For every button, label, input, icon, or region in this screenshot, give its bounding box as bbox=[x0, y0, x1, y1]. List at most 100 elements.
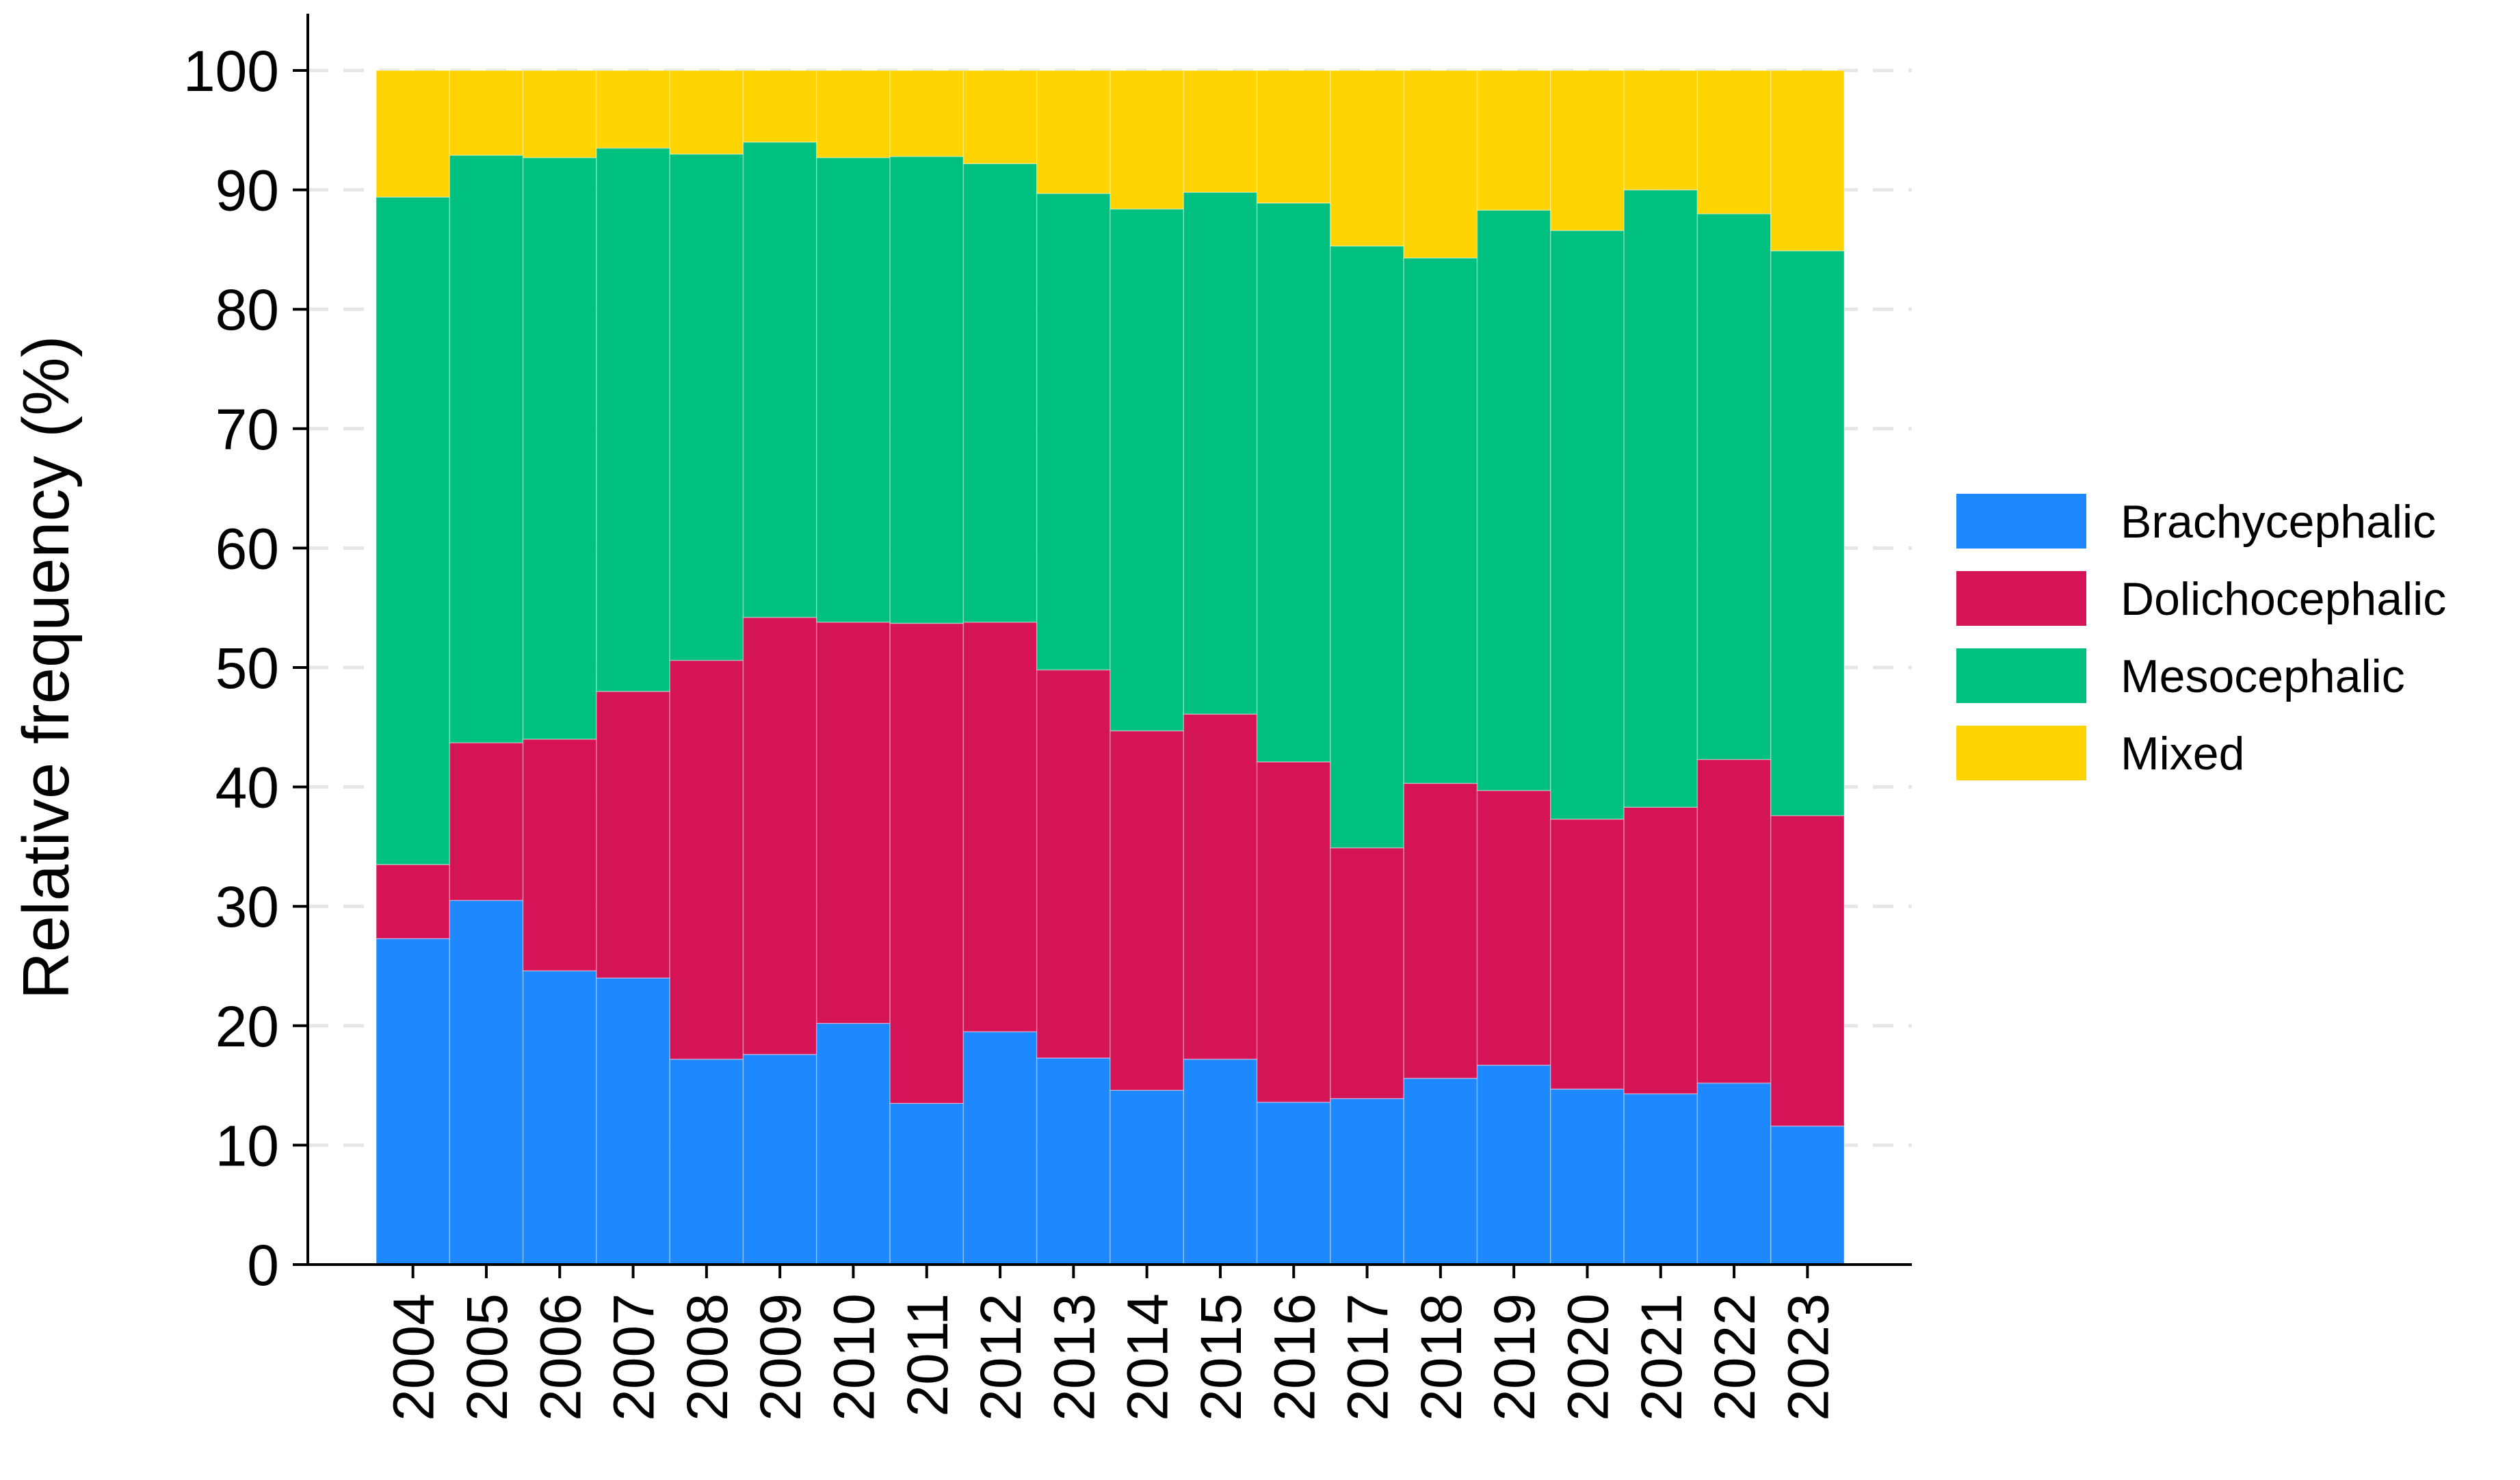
x-tick-label: 2021 bbox=[1629, 1293, 1694, 1421]
bar-segment-mixed-2009 bbox=[742, 70, 817, 143]
bar-segment-mesocephalic-2018 bbox=[1403, 257, 1478, 784]
bar-segment-brachycephalic-2014 bbox=[1110, 1089, 1185, 1265]
bar-segment-mixed-2016 bbox=[1256, 70, 1331, 204]
legend: Brachycephalic Dolichocephalic Mesocephali… bbox=[1956, 494, 2446, 780]
y-tick-label: 80 bbox=[215, 278, 279, 342]
bars bbox=[376, 70, 1845, 1265]
bar-segment-mixed-2008 bbox=[669, 70, 744, 155]
legend-label-brachycephalic: Brachycephalic bbox=[2121, 496, 2436, 548]
y-tick-label: 40 bbox=[215, 756, 279, 820]
bar-segment-mesocephalic-2012 bbox=[962, 163, 1038, 623]
bar-segment-brachycephalic-2016 bbox=[1256, 1101, 1331, 1265]
bar-segment-mixed-2014 bbox=[1110, 70, 1185, 210]
legend-swatch-dolichocephalic bbox=[1956, 571, 2086, 626]
bar-segment-brachycephalic-2010 bbox=[816, 1022, 891, 1265]
bar-segment-mixed-2020 bbox=[1550, 70, 1625, 231]
y-tick-label: 100 bbox=[183, 39, 279, 103]
bar-segment-dolichocephalic-2010 bbox=[816, 621, 891, 1025]
y-tick-label: 90 bbox=[215, 159, 279, 223]
x-tick-label: 2022 bbox=[1703, 1293, 1767, 1421]
axes bbox=[306, 14, 1912, 1266]
bar-segment-mixed-2015 bbox=[1183, 70, 1258, 193]
x-tick-label: 2016 bbox=[1262, 1293, 1326, 1421]
x-tick-label: 2020 bbox=[1556, 1293, 1620, 1421]
x-tick-label: 2012 bbox=[969, 1293, 1033, 1421]
bar-segment-mesocephalic-2015 bbox=[1183, 191, 1258, 715]
bar-segment-brachycephalic-2013 bbox=[1036, 1057, 1111, 1265]
bar-segment-mixed-2019 bbox=[1476, 70, 1551, 211]
bar-segment-mesocephalic-2020 bbox=[1550, 230, 1625, 820]
bar-segment-dolichocephalic-2009 bbox=[742, 616, 817, 1055]
bar-segment-mesocephalic-2019 bbox=[1476, 209, 1551, 791]
bar-segment-mixed-2012 bbox=[962, 70, 1038, 164]
legend-swatch-brachycephalic bbox=[1956, 494, 2086, 549]
bar-segment-dolichocephalic-2021 bbox=[1623, 806, 1698, 1095]
y-axis-title: Relative frequency (%) bbox=[10, 335, 83, 999]
x-tick-label: 2017 bbox=[1336, 1293, 1400, 1421]
bar-segment-mixed-2005 bbox=[449, 70, 524, 156]
bar-segment-brachycephalic-2005 bbox=[449, 899, 524, 1265]
bar-segment-brachycephalic-2015 bbox=[1183, 1058, 1258, 1265]
bar-segment-brachycephalic-2022 bbox=[1696, 1082, 1772, 1265]
legend-label-dolichocephalic: Dolichocephalic bbox=[2121, 573, 2446, 625]
bar-segment-brachycephalic-2019 bbox=[1476, 1064, 1551, 1265]
x-tick-label: 2015 bbox=[1189, 1293, 1253, 1421]
x-ticks: 2004 2005 2006 2007 2008 2009 2010 2011 2012 2013… bbox=[382, 1265, 1840, 1421]
bar-segment-dolichocephalic-2019 bbox=[1476, 790, 1551, 1066]
bar-segment-mesocephalic-2011 bbox=[889, 155, 964, 624]
bar-segment-mixed-2017 bbox=[1330, 70, 1404, 247]
bar-segment-mixed-2023 bbox=[1770, 70, 1845, 252]
bar-segment-mesocephalic-2010 bbox=[816, 157, 891, 623]
bar-segment-mesocephalic-2017 bbox=[1330, 245, 1404, 849]
x-tick-label: 2010 bbox=[822, 1293, 886, 1421]
y-tick-label: 10 bbox=[215, 1113, 279, 1178]
bar-segment-mixed-2018 bbox=[1403, 70, 1478, 259]
bar-segment-brachycephalic-2007 bbox=[596, 977, 670, 1265]
bar-segment-mixed-2022 bbox=[1696, 70, 1772, 215]
x-tick-label: 2007 bbox=[602, 1293, 666, 1421]
bar-segment-dolichocephalic-2016 bbox=[1256, 761, 1331, 1103]
bar-segment-brachycephalic-2018 bbox=[1403, 1077, 1478, 1265]
bar-segment-mesocephalic-2022 bbox=[1696, 213, 1772, 761]
x-tick-label: 2019 bbox=[1482, 1293, 1547, 1421]
y-tick-label: 50 bbox=[215, 636, 279, 700]
bar-segment-mixed-2004 bbox=[376, 70, 451, 198]
bar-segment-dolichocephalic-2023 bbox=[1770, 815, 1845, 1127]
bar-segment-dolichocephalic-2008 bbox=[669, 659, 744, 1060]
bar-segment-mixed-2021 bbox=[1623, 70, 1698, 191]
bar-segment-mesocephalic-2008 bbox=[669, 153, 744, 661]
legend-label-mixed: Mixed bbox=[2121, 728, 2244, 780]
bar-segment-brachycephalic-2008 bbox=[669, 1058, 744, 1265]
legend-swatch-mesocephalic bbox=[1956, 648, 2086, 703]
bar-segment-mesocephalic-2009 bbox=[742, 142, 817, 618]
y-ticks: 0 10 20 30 40 50 60 70 80 90 100 bbox=[183, 39, 308, 1297]
y-tick-label: 0 bbox=[247, 1233, 279, 1297]
x-tick-label: 2014 bbox=[1116, 1293, 1180, 1421]
bar-segment-dolichocephalic-2011 bbox=[889, 622, 964, 1105]
y-tick-label: 70 bbox=[215, 397, 279, 462]
bar-segment-brachycephalic-2011 bbox=[889, 1102, 964, 1265]
x-tick-label: 2013 bbox=[1042, 1293, 1106, 1421]
bar-segment-dolichocephalic-2015 bbox=[1183, 713, 1258, 1060]
x-tick-label: 2004 bbox=[382, 1293, 446, 1421]
bar-segment-dolichocephalic-2020 bbox=[1550, 818, 1625, 1090]
bar-segment-mixed-2013 bbox=[1036, 70, 1111, 194]
legend-swatch-mixed bbox=[1956, 726, 2086, 780]
bar-segment-brachycephalic-2004 bbox=[376, 938, 451, 1265]
bar-segment-brachycephalic-2023 bbox=[1770, 1125, 1845, 1265]
bar-segment-mesocephalic-2007 bbox=[596, 147, 670, 692]
bar-segment-dolichocephalic-2022 bbox=[1696, 758, 1772, 1084]
bar-segment-dolichocephalic-2006 bbox=[522, 739, 597, 972]
bar-segment-dolichocephalic-2007 bbox=[596, 691, 670, 979]
bar-segment-mesocephalic-2004 bbox=[376, 196, 451, 865]
bar-segment-dolichocephalic-2018 bbox=[1403, 782, 1478, 1079]
bar-segment-dolichocephalic-2012 bbox=[962, 621, 1038, 1033]
legend-label-mesocephalic: Mesocephalic bbox=[2121, 650, 2405, 702]
x-tick-label: 2009 bbox=[748, 1293, 813, 1421]
x-tick-label: 2018 bbox=[1409, 1293, 1473, 1421]
bar-segment-brachycephalic-2020 bbox=[1550, 1088, 1625, 1265]
x-tick-label: 2023 bbox=[1776, 1293, 1840, 1421]
bar-segment-dolichocephalic-2013 bbox=[1036, 669, 1111, 1059]
bar-segment-mixed-2010 bbox=[816, 70, 891, 159]
